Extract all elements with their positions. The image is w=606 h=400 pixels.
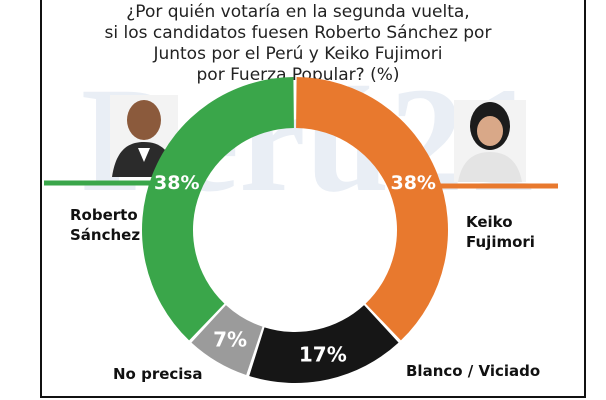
fujimori-photo-icon	[454, 100, 526, 182]
data-label-roberto-sanchez: 38%	[154, 172, 199, 194]
slice-name-blanco-viciado: Blanco / Viciado	[406, 361, 540, 381]
data-label-no-precisa: 7%	[213, 328, 247, 352]
slice-name-no-precisa-line-1: No precisa	[113, 364, 202, 384]
data-label-keiko-fujimori: 38%	[390, 172, 435, 194]
slice-name-fujimori-line-2: Fujimori	[466, 232, 535, 252]
slice-name-blanco-viciado-line-1: Blanco / Viciado	[406, 361, 540, 381]
data-label-blanco-viciado: 17%	[299, 342, 347, 366]
slice-name-sanchez: Roberto Sánchez	[70, 205, 140, 245]
slice-name-sanchez-line-1: Roberto	[70, 205, 140, 225]
slice-name-sanchez-line-2: Sánchez	[70, 225, 140, 245]
slice-name-fujimori-line-1: Keiko	[466, 212, 535, 232]
donut-slice-keiko-fujimori	[296, 77, 448, 340]
donut-slices	[142, 77, 448, 383]
slice-name-no-precisa: No precisa	[113, 364, 202, 384]
slice-name-fujimori: Keiko Fujimori	[466, 212, 535, 252]
